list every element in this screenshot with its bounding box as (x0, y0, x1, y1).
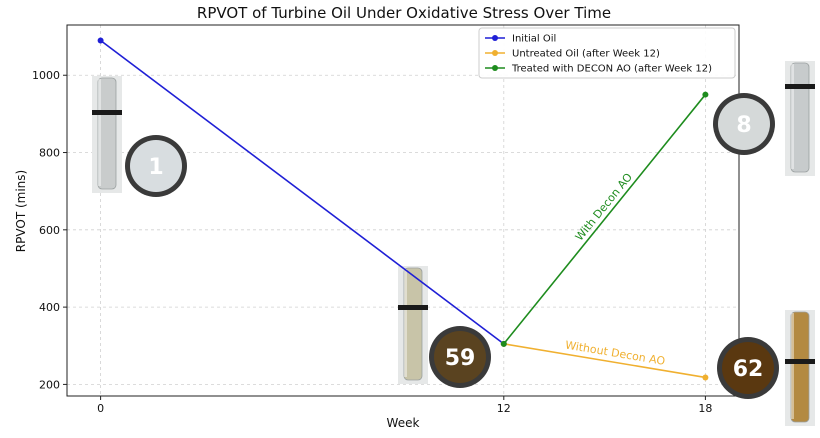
tube-highlight (404, 269, 407, 377)
legend-swatch-marker (492, 65, 498, 71)
tube-band (398, 305, 428, 310)
y-tick-label: 400 (39, 301, 60, 314)
badge-label: 1 (148, 155, 163, 180)
test-tube-image (790, 62, 810, 173)
x-tick-label: 0 (97, 402, 104, 415)
badge-label: 8 (736, 113, 751, 138)
series-line (503, 94, 707, 345)
y-tick-label: 200 (39, 378, 60, 391)
data-point (702, 374, 709, 381)
y-tick-label: 600 (39, 224, 60, 237)
data-point (500, 340, 507, 347)
tube-highlight (98, 79, 101, 186)
annotation-without-decon: Without Decon AO (564, 338, 666, 367)
test-tube-image (403, 267, 423, 381)
legend: Initial Oil Untreated Oil (after Week 12)… (478, 27, 736, 79)
y-tick-label: 1000 (32, 69, 60, 82)
sample-images: 1 59 8 62 (92, 61, 815, 426)
x-axis-label: Week (387, 416, 420, 430)
badge-disc (718, 98, 770, 150)
legend-swatch-marker (492, 35, 498, 41)
badge-disc (434, 331, 486, 383)
badge-label: 59 (445, 346, 476, 371)
badge-disc (130, 140, 182, 192)
y-tick-label: 800 (39, 147, 60, 160)
badge-disc (722, 342, 774, 394)
y-axis-label: RPVOT (mins) (14, 170, 28, 252)
badge-label: 62 (733, 357, 764, 382)
annotations: With Decon AO Without Decon AO (564, 170, 666, 368)
x-tick-label: 18 (698, 402, 712, 415)
legend-entry: Untreated Oil (after Week 12) (512, 49, 660, 60)
tube-highlight (791, 64, 794, 169)
plot-frame (66, 24, 740, 397)
chart-title: RPVOT of Turbine Oil Under Oxidative Str… (197, 4, 611, 22)
x-tick-label: 12 (497, 402, 511, 415)
legend-entry: Treated with DECON AO (after Week 12) (511, 64, 712, 75)
test-tube-image (790, 311, 810, 423)
tube-band (785, 359, 815, 364)
series-line (100, 39, 505, 345)
legend-entry: Initial Oil (512, 34, 556, 45)
annotation-with-decon: With Decon AO (573, 170, 635, 243)
axis-ticks: 0 12 18 200 400 600 800 1000 (32, 69, 712, 415)
tube-highlight (791, 313, 794, 419)
tube-band (92, 110, 122, 115)
series-lines (97, 37, 709, 381)
legend-swatch-marker (492, 50, 498, 56)
series-line (503, 343, 706, 379)
legend-box (478, 27, 736, 79)
tube-band (785, 84, 815, 89)
data-point (702, 91, 709, 98)
test-tube-image (97, 77, 117, 190)
data-point (97, 37, 104, 44)
